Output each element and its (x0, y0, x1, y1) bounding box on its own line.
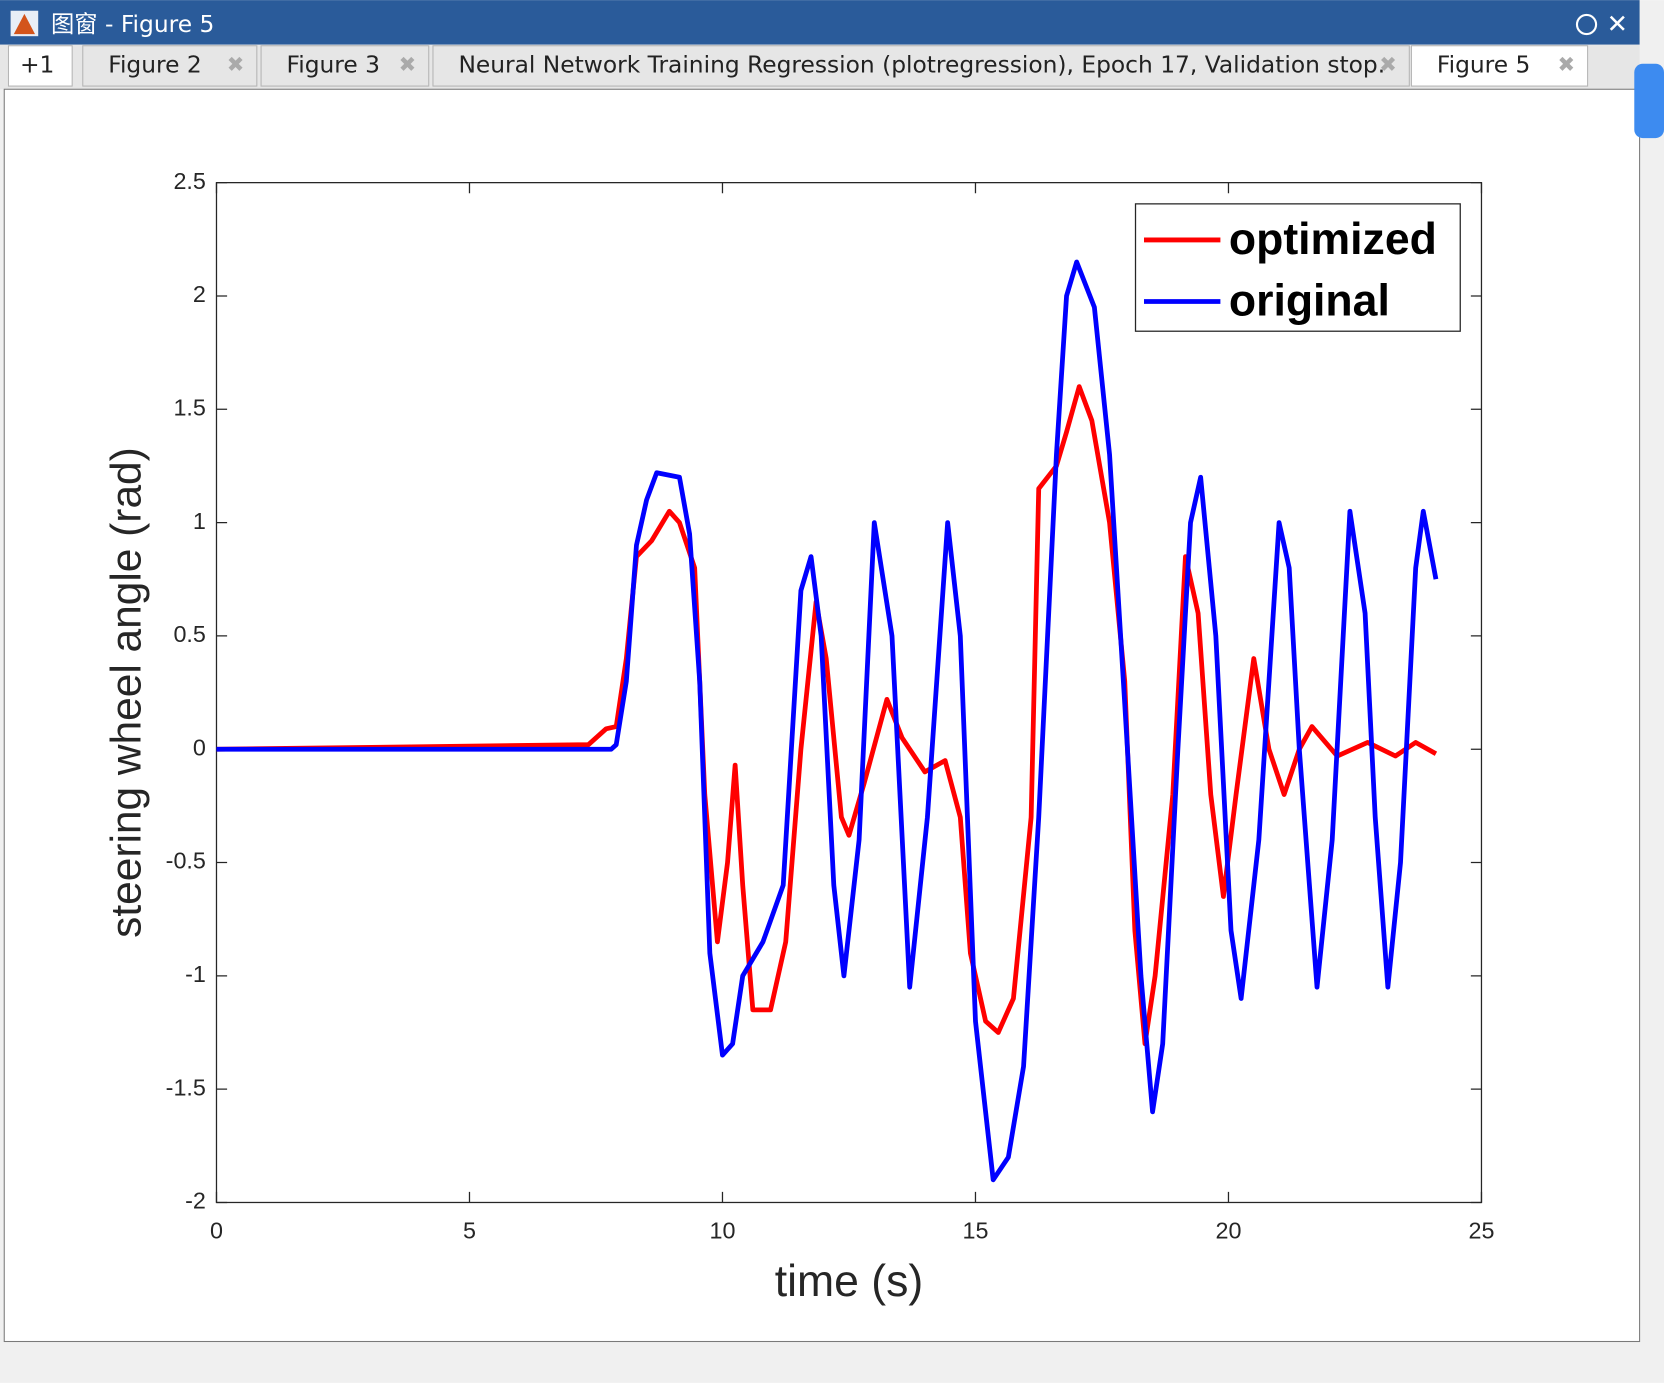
legend-box (1134, 203, 1461, 332)
y-tick-label: 2 (193, 281, 206, 307)
y-axis-label: steering wheel angle (rad) (103, 447, 150, 938)
dock-button[interactable] (1575, 13, 1598, 36)
y-tick-label: 0 (193, 734, 206, 760)
tab[interactable] (82, 45, 258, 87)
close-button[interactable]: ✕ (1607, 10, 1628, 38)
tab[interactable] (432, 45, 1410, 87)
tab[interactable] (260, 45, 430, 87)
x-tick-label: 15 (963, 1217, 989, 1243)
window-title: 图窗 - Figure 5 (51, 10, 214, 38)
y-tick-label: 1 (193, 508, 206, 534)
data-line (216, 259, 1439, 1183)
y-tick-label: -1 (185, 961, 206, 987)
y-tick-label: -2 (185, 1188, 206, 1214)
legend-label: original (1229, 276, 1390, 325)
tab-close[interactable]: ✖ (227, 54, 245, 77)
tab-close[interactable]: ✖ (399, 54, 417, 77)
app-icon-shape (13, 13, 36, 35)
x-tick-label: 20 (1215, 1217, 1241, 1243)
tab[interactable] (7, 45, 73, 87)
tab-label[interactable]: Figure 3 (287, 50, 380, 78)
plot-area (215, 182, 1483, 1204)
x-axis-label: time (s) (775, 1257, 924, 1306)
tab-close[interactable]: ✖ (1379, 54, 1397, 77)
x-tick-label: 25 (1468, 1217, 1494, 1243)
x-tick-label: 0 (210, 1217, 223, 1243)
y-tick-label: 0.5 (173, 621, 205, 647)
tab-label[interactable]: +1 (20, 50, 54, 78)
y-tick-label: -0.5 (166, 848, 206, 874)
title-bar (0, 0, 1640, 45)
y-tick-label: 2.5 (173, 168, 205, 194)
tab-label[interactable]: Figure 2 (108, 50, 201, 78)
y-tick-label: 1.5 (173, 394, 205, 420)
tab[interactable] (1410, 45, 1589, 87)
tab-label[interactable]: Figure 5 (1437, 50, 1530, 78)
x-tick-label: 10 (710, 1217, 736, 1243)
tab-close[interactable]: ✖ (1557, 54, 1575, 77)
tab-label[interactable]: Neural Network Training Regression (plot… (458, 50, 1385, 78)
y-tick-label: -1.5 (166, 1074, 206, 1100)
x-tick-label: 5 (463, 1217, 476, 1243)
legend-label: optimized (1229, 215, 1437, 264)
side-widget[interactable] (1634, 63, 1664, 139)
